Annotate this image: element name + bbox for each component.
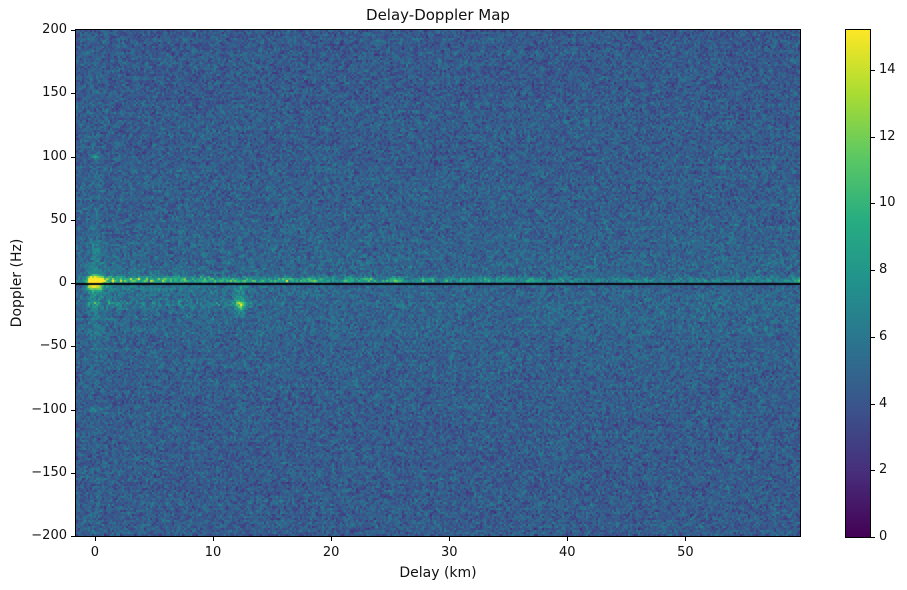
y-tick-mark bbox=[71, 472, 75, 474]
colorbar-tick-mark bbox=[871, 136, 875, 138]
colorbar-tick-mark bbox=[871, 203, 875, 205]
x-tick-mark bbox=[567, 537, 569, 541]
y-tick-mark bbox=[71, 283, 75, 284]
colorbar-tick-label: 12 bbox=[879, 128, 896, 144]
x-tick-label: 30 bbox=[440, 545, 458, 560]
colorbar-tick-mark bbox=[871, 403, 875, 405]
colorbar-tick-mark bbox=[871, 470, 875, 472]
chart-title: Delay-Doppler Map bbox=[366, 6, 510, 24]
y-tick-label: 50 bbox=[50, 211, 67, 227]
colorbar-gradient bbox=[846, 30, 870, 537]
y-tick-mark bbox=[71, 346, 75, 348]
x-tick-mark bbox=[94, 537, 96, 541]
y-tick-label: −150 bbox=[31, 464, 67, 480]
plot-frame bbox=[75, 29, 801, 537]
y-tick-label: 150 bbox=[42, 85, 67, 101]
y-axis-label: Doppler (Hz) bbox=[9, 238, 25, 328]
y-tick-label: 100 bbox=[42, 148, 67, 164]
x-tick-label: 40 bbox=[559, 545, 576, 560]
x-tick-mark bbox=[449, 537, 451, 541]
colorbar-tick-label: 2 bbox=[879, 462, 888, 478]
colorbar-tick-label: 6 bbox=[879, 328, 888, 344]
x-tick-mark bbox=[685, 537, 687, 541]
y-tick-mark bbox=[71, 156, 75, 158]
colorbar-tick-mark bbox=[871, 336, 875, 338]
colorbar-tick-label: 10 bbox=[879, 195, 896, 211]
colorbar-tick-label: 8 bbox=[879, 262, 888, 278]
x-tick-label: 20 bbox=[322, 545, 340, 560]
colorbar-tick-label: 0 bbox=[879, 529, 888, 544]
x-axis-label: Delay (km) bbox=[399, 565, 477, 581]
y-tick-mark bbox=[71, 93, 75, 95]
y-tick-label: 0 bbox=[58, 275, 67, 290]
y-tick-label: −100 bbox=[31, 401, 67, 417]
x-tick-mark bbox=[331, 537, 333, 541]
colorbar-tick-mark bbox=[871, 537, 875, 538]
y-tick-label: 200 bbox=[42, 22, 67, 37]
y-tick-label: −50 bbox=[39, 338, 67, 354]
y-tick-mark bbox=[71, 536, 75, 537]
heatmap-canvas bbox=[76, 30, 800, 536]
x-tick-mark bbox=[213, 537, 214, 541]
colorbar-tick-label: 14 bbox=[879, 62, 896, 78]
colorbar-tick-mark bbox=[871, 70, 875, 72]
x-tick-label: 10 bbox=[204, 545, 222, 560]
colorbar-tick-label: 4 bbox=[879, 395, 888, 411]
y-tick-label: −200 bbox=[31, 528, 67, 543]
y-tick-mark bbox=[71, 219, 75, 221]
y-tick-mark bbox=[71, 30, 75, 31]
colorbar-tick-mark bbox=[871, 270, 875, 272]
y-tick-mark bbox=[71, 409, 75, 411]
colorbar bbox=[845, 29, 871, 538]
x-tick-label: 0 bbox=[90, 545, 100, 560]
x-tick-label: 50 bbox=[677, 545, 694, 560]
